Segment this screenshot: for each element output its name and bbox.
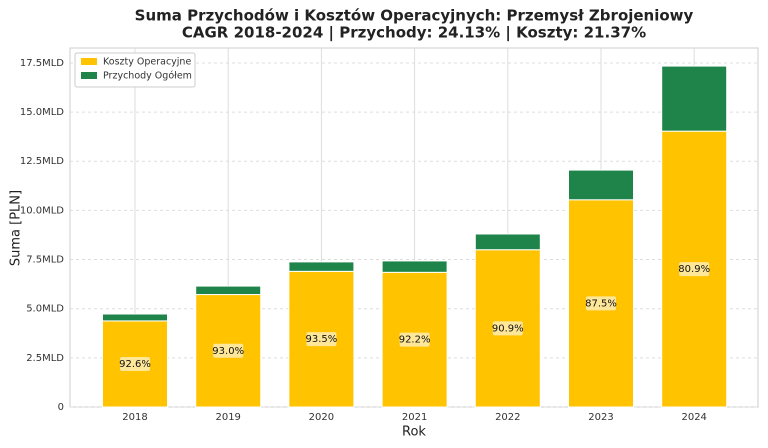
legend-box [74,52,196,88]
bar-label: 90.9% [492,323,524,334]
y-tick-label: 17.5MLD [20,58,64,69]
x-tick-label: 2022 [495,412,520,423]
x-tick-label: 2020 [309,412,334,423]
bar-label: 92.6% [119,359,151,370]
bar-label: 80.9% [678,264,710,275]
bar-label-bg [120,356,150,371]
chart-title: Suma Przychodów i Kosztów Operacyjnych: … [135,7,694,25]
bar-segment [474,233,541,251]
x-tick-label: 2018 [122,412,147,423]
legend-label: Przychody Ogółem [103,71,192,82]
bar-segment [568,169,634,201]
bar-label-bg [679,262,710,277]
y-tick-label: 7.5MLD [26,255,64,266]
bar-label-bg [399,332,430,347]
bar-label-bg [492,321,523,336]
y-tick-label: 12.5MLD [20,156,64,167]
chart-subtitle: CAGR 2018-2024 | Przychody: 24.13% | Kos… [182,24,646,43]
x-axis-label: Rok [402,425,426,440]
y-tick-label: 15.0MLD [20,107,64,118]
bar-segment [661,65,728,132]
x-tick-label: 2023 [588,412,613,423]
x-tick-label: 2024 [681,412,706,423]
legend-label: Koszty Operacyjne [103,57,191,68]
y-tick-label: 0 [58,402,64,413]
x-tick-label: 2021 [402,412,427,423]
bar-label: 87.5% [585,298,617,309]
y-tick-label: 2.5MLD [26,353,64,364]
bar-label-bg [213,343,244,358]
y-axis-label: Suma [PLN] [9,190,24,266]
bar-label: 92.2% [399,335,431,346]
legend-swatch [81,58,97,65]
bar-label-bg [586,296,616,311]
bar-label: 93.5% [306,334,338,345]
bar-segment [195,285,262,296]
bar-segment [381,260,448,273]
y-tick-label: 5.0MLD [26,304,64,315]
bar-segment [288,261,355,272]
bar-label: 93.0% [212,346,244,357]
y-tick-label: 10.0MLD [20,205,64,216]
x-tick-label: 2019 [215,412,240,423]
bar-label-bg [306,332,337,347]
legend-swatch [81,72,97,79]
bar-segment [102,313,168,322]
